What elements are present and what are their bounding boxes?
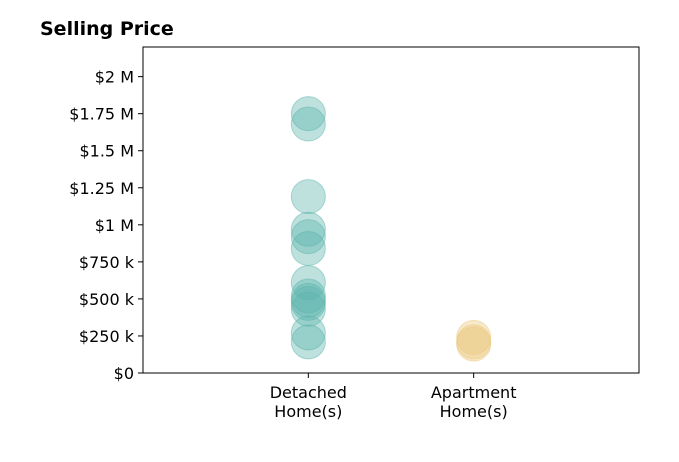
y-tick-label: $1 M — [95, 216, 134, 235]
y-tick-label: $0 — [114, 364, 134, 383]
plot-frame — [142, 46, 640, 374]
point — [290, 211, 326, 247]
point — [290, 265, 326, 301]
y-tick-label: $2 M — [95, 68, 134, 87]
y-tick-label: $1.25 M — [69, 179, 134, 198]
point — [290, 231, 326, 267]
point — [290, 219, 326, 255]
y-tick-label: $500 k — [79, 290, 135, 309]
chart-title: Selling Price — [40, 18, 174, 40]
point — [290, 106, 326, 142]
point — [456, 326, 492, 362]
point — [290, 324, 326, 360]
point — [290, 179, 326, 215]
x-tick-label: Apartment Home(s) — [431, 383, 517, 421]
y-tick-label: $1.75 M — [69, 105, 134, 124]
point — [290, 278, 326, 314]
point — [290, 96, 326, 132]
y-tick-label: $250 k — [79, 327, 135, 346]
x-tick-label: Detached Home(s) — [270, 383, 347, 421]
y-tick-label: $1.5 M — [79, 142, 134, 161]
point — [290, 315, 326, 351]
y-tick-label: $750 k — [79, 253, 135, 272]
